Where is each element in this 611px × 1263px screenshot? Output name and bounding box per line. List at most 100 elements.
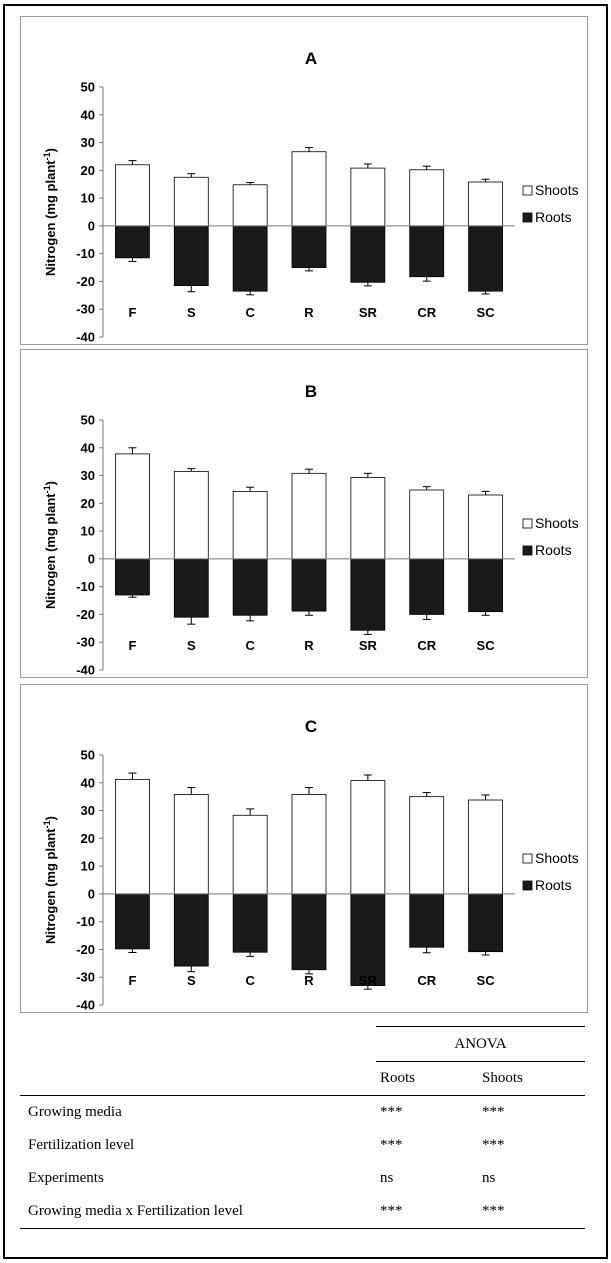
bar-roots-SC: [468, 893, 503, 953]
bar-shoots-SR: [350, 780, 386, 895]
chart-title: C: [305, 717, 317, 736]
bar-shoots-R: [291, 472, 327, 560]
bar-shoots-F: [115, 164, 150, 227]
x-tick-label: SC: [477, 638, 496, 653]
anova-row: Experiments ns ns: [20, 1162, 585, 1195]
anova-row: Growing media *** ***: [20, 1095, 585, 1129]
anova-factor: Growing media x Fertilization level: [20, 1195, 376, 1229]
anova-factor: Experiments: [28, 1170, 104, 1186]
y-tick-label: 50: [81, 748, 95, 763]
bar-shoots-R: [291, 151, 327, 227]
anova-col-roots: Roots: [380, 1070, 416, 1086]
chart-svg: A Nitrogen (mg plant-1) 50 40 30 20 10 0 -10 -20 -…: [42, 49, 579, 345]
y-tick-label: 40: [81, 107, 95, 122]
y-tick-label: 10: [81, 859, 95, 874]
anova-roots-value: ***: [380, 1137, 403, 1153]
y-axis-label: Nitrogen (mg plant-1): [42, 481, 58, 609]
bar-roots-CR: [409, 893, 445, 948]
x-tick-label: S: [187, 973, 196, 988]
y-tick-label: -40: [76, 330, 95, 345]
legend-swatch-shoots: [522, 853, 533, 864]
x-tick-label: F: [128, 638, 136, 653]
bar-shoots-SC: [468, 181, 503, 227]
x-tick-label: SR: [359, 305, 378, 320]
x-tick-label: CR: [417, 638, 436, 653]
anova-shoots-value: ***: [480, 1195, 585, 1229]
anova-roots-value: ***: [376, 1195, 480, 1229]
y-tick-label: -20: [76, 942, 95, 957]
bar-roots-SC: [468, 558, 503, 613]
bar-shoots-C: [232, 490, 268, 560]
bar-roots-CR: [409, 558, 445, 615]
legend-swatch-shoots: [522, 518, 533, 529]
anova-group-header: ANOVA: [376, 1026, 585, 1062]
figure-frame: [3, 4, 608, 1259]
bar-roots-CR: [409, 225, 445, 278]
bar-shoots-CR: [409, 796, 445, 895]
y-tick-label: 40: [81, 440, 95, 455]
bar-roots-F: [115, 558, 150, 596]
x-tick-label: C: [245, 973, 255, 988]
bar-shoots-S: [173, 470, 209, 560]
anova-col-shoots: Shoots: [482, 1070, 523, 1086]
x-tick-label: CR: [417, 305, 436, 320]
anova-row: Fertilization level *** ***: [20, 1129, 585, 1162]
y-axis-label: Nitrogen (mg plant-1): [42, 148, 58, 276]
x-tick-label: SR: [359, 638, 378, 653]
legend-label-shoots: Shoots: [535, 850, 579, 866]
chart-panel-b: B Nitrogen (mg plant-1) 50 40 30 20 10 0 -10 -20 -…: [20, 349, 588, 678]
bar-shoots-C: [232, 184, 268, 227]
bar-roots-SR: [350, 558, 386, 631]
x-tick-label: SR: [359, 973, 378, 988]
x-tick-label: F: [128, 305, 136, 320]
legend-label-roots: Roots: [535, 877, 572, 893]
y-tick-label: 30: [81, 803, 95, 818]
bar-roots-C: [232, 225, 268, 292]
bar-roots-SR: [350, 225, 386, 283]
y-tick-label: -40: [76, 998, 95, 1013]
bar-shoots-CR: [409, 489, 445, 560]
x-tick-label: SC: [477, 973, 496, 988]
bar-shoots-CR: [409, 169, 445, 227]
y-tick-label: 50: [81, 413, 95, 428]
y-tick-label: 0: [88, 551, 95, 566]
anova-roots-value: ns: [380, 1170, 394, 1186]
bar-roots-R: [291, 558, 327, 612]
y-tick-label: -30: [76, 970, 95, 985]
x-tick-label: F: [128, 973, 136, 988]
x-tick-label: R: [304, 638, 314, 653]
y-tick-label: 10: [81, 524, 95, 539]
x-tick-label: S: [187, 638, 196, 653]
y-tick-label: -20: [76, 274, 95, 289]
legend-label-shoots: Shoots: [535, 515, 579, 531]
y-tick-label: 30: [81, 135, 95, 150]
anova-roots-value: ***: [376, 1095, 480, 1129]
anova-factor: Growing media: [20, 1095, 376, 1129]
y-tick-label: 20: [81, 831, 95, 846]
y-tick-label: -10: [76, 246, 95, 261]
anova-shoots-value: ***: [480, 1095, 585, 1129]
legend-label-shoots: Shoots: [535, 182, 579, 198]
chart-panel-c: C Nitrogen (mg plant-1) 50 40 30 20 10 0 -10 -20 -…: [20, 684, 588, 1013]
anova-table: ANOVA Roots Shoots Growing media *** ***…: [20, 1026, 585, 1229]
x-tick-label: S: [187, 305, 196, 320]
anova-factor: Fertilization level: [28, 1137, 135, 1153]
bar-shoots-F: [115, 453, 150, 560]
bar-shoots-SR: [350, 477, 386, 560]
x-tick-label: R: [304, 973, 314, 988]
legend-swatch-roots: [522, 880, 533, 891]
bar-roots-C: [232, 893, 268, 953]
bar-roots-S: [173, 558, 209, 618]
legend-swatch-roots: [522, 545, 533, 556]
y-tick-label: 0: [88, 218, 95, 233]
y-tick-label: -30: [76, 302, 95, 317]
x-tick-label: C: [245, 305, 255, 320]
legend-label-roots: Roots: [535, 209, 572, 225]
anova-shoots-value: ***: [482, 1137, 505, 1153]
bar-roots-F: [115, 893, 150, 950]
bar-shoots-S: [173, 794, 209, 895]
bar-roots-S: [173, 225, 209, 287]
bar-shoots-C: [232, 814, 268, 895]
x-tick-label: C: [245, 638, 255, 653]
chart-title: B: [305, 382, 317, 401]
